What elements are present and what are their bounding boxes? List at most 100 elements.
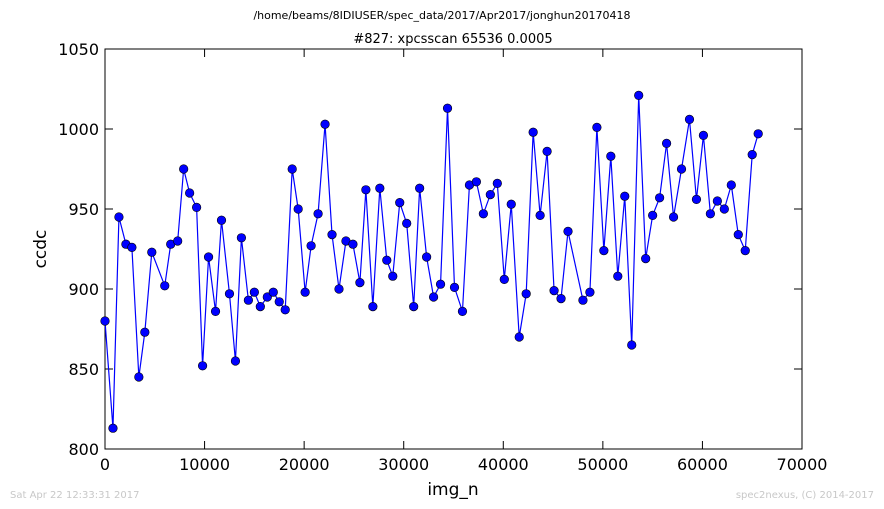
data-point bbox=[402, 218, 412, 228]
data-point bbox=[556, 294, 566, 304]
data-point bbox=[528, 127, 538, 137]
data-point bbox=[698, 130, 709, 140]
data-point bbox=[210, 306, 221, 317]
data-point bbox=[668, 212, 679, 222]
data-point bbox=[435, 279, 446, 289]
data-point bbox=[514, 332, 524, 342]
y-axis-label: ccdc bbox=[31, 230, 51, 269]
data-point bbox=[287, 164, 297, 174]
data-point bbox=[712, 196, 722, 206]
data-point bbox=[492, 178, 502, 188]
data-point bbox=[747, 150, 757, 160]
data-point bbox=[300, 287, 310, 297]
data-point bbox=[485, 190, 495, 200]
data-point bbox=[147, 247, 157, 257]
x-tick-label: 0 bbox=[100, 455, 110, 474]
x-axis-label: img_n bbox=[427, 480, 478, 500]
y-tick-label: 950 bbox=[68, 200, 99, 219]
data-point bbox=[478, 209, 488, 219]
data-point bbox=[740, 246, 750, 256]
data-point bbox=[563, 226, 573, 236]
data-point bbox=[691, 194, 702, 204]
data-point bbox=[733, 230, 743, 240]
data-point bbox=[262, 292, 272, 302]
y-tick-label: 1000 bbox=[58, 120, 99, 139]
data-point bbox=[648, 210, 658, 220]
data-point bbox=[471, 177, 482, 187]
data-point bbox=[348, 239, 358, 249]
data-point bbox=[179, 164, 189, 174]
data-point bbox=[306, 241, 316, 251]
data-point bbox=[442, 103, 453, 113]
data-point bbox=[230, 356, 241, 366]
data-point bbox=[185, 188, 195, 198]
data-point bbox=[255, 302, 265, 312]
data-point bbox=[361, 185, 371, 195]
data-point bbox=[280, 305, 290, 315]
data-point bbox=[641, 254, 651, 264]
x-tick-label: 30000 bbox=[378, 455, 429, 474]
data-point bbox=[661, 138, 672, 148]
data-point bbox=[578, 295, 588, 305]
data-point bbox=[236, 233, 247, 243]
data-point bbox=[355, 278, 365, 288]
x-tick-label: 10000 bbox=[179, 455, 230, 474]
data-point bbox=[216, 215, 227, 225]
data-point bbox=[108, 423, 118, 433]
data-point bbox=[620, 191, 630, 201]
data-point bbox=[268, 287, 278, 297]
data-point bbox=[327, 230, 337, 240]
data-point bbox=[140, 327, 150, 337]
data-point bbox=[449, 282, 460, 293]
data-point bbox=[313, 209, 323, 219]
data-point bbox=[114, 212, 124, 222]
x-tick-label: 50000 bbox=[577, 455, 628, 474]
chart-title: #827: xpcsscan 65536 0.0005 bbox=[353, 32, 552, 47]
suptitle: /home/beams/8IDIUSER/spec_data/2017/Apr2… bbox=[253, 9, 630, 22]
y-tick-label: 900 bbox=[68, 280, 99, 299]
data-point bbox=[684, 114, 695, 124]
x-tick-label: 40000 bbox=[478, 455, 529, 474]
data-point bbox=[613, 271, 623, 281]
data-point bbox=[521, 289, 531, 299]
data-point bbox=[197, 361, 208, 371]
data-point bbox=[506, 199, 516, 209]
x-tick-label: 70000 bbox=[777, 455, 828, 474]
data-point bbox=[428, 292, 439, 302]
data-point bbox=[585, 287, 595, 297]
data-point bbox=[293, 204, 303, 214]
data-point bbox=[676, 164, 687, 174]
data-point bbox=[592, 122, 602, 132]
data-point bbox=[173, 236, 183, 246]
data-point bbox=[203, 252, 214, 262]
data-point bbox=[705, 209, 715, 219]
data-point bbox=[224, 289, 235, 299]
data-point bbox=[409, 302, 419, 312]
data-point bbox=[655, 193, 665, 203]
data-point bbox=[726, 180, 736, 190]
data-point bbox=[382, 255, 392, 265]
data-point bbox=[634, 90, 644, 100]
plot-area bbox=[104, 48, 803, 450]
data-point bbox=[134, 372, 144, 382]
data-point bbox=[415, 183, 425, 193]
data-point bbox=[499, 274, 509, 285]
data-point bbox=[606, 151, 616, 161]
y-tick-label: 800 bbox=[68, 440, 99, 459]
data-point bbox=[457, 306, 468, 317]
data-point bbox=[100, 316, 110, 326]
data-point bbox=[422, 252, 432, 262]
data-point bbox=[368, 302, 378, 312]
data-point bbox=[243, 295, 253, 305]
data-point bbox=[249, 287, 259, 297]
data-point bbox=[627, 340, 637, 350]
data-point bbox=[395, 198, 405, 208]
data-point bbox=[388, 271, 398, 281]
data-point bbox=[375, 183, 385, 193]
data-point bbox=[320, 119, 330, 129]
data-point bbox=[599, 246, 609, 256]
data-point bbox=[274, 297, 284, 307]
data-point bbox=[542, 146, 552, 156]
data-point bbox=[535, 210, 545, 220]
